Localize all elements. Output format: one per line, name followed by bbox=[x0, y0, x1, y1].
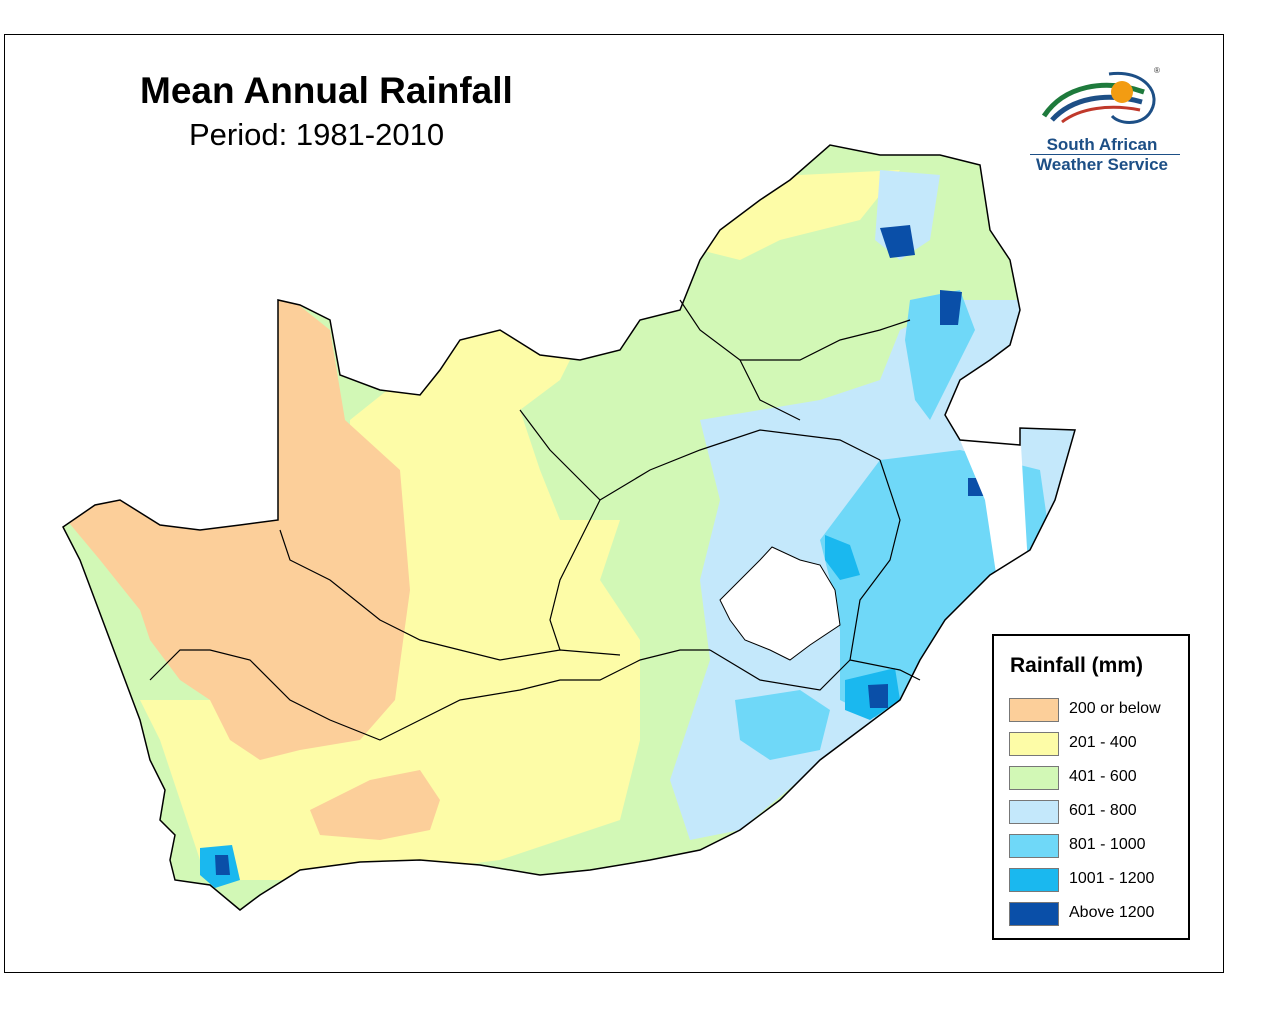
legend-label: 201 - 400 bbox=[1069, 734, 1137, 751]
legend-swatch bbox=[1009, 698, 1059, 722]
legend-title: Rainfall (mm) bbox=[1010, 654, 1144, 677]
saws-logo-icon bbox=[1041, 71, 1156, 124]
zone-above-1200-limpopo bbox=[880, 225, 915, 258]
zone-above-1200-coast bbox=[868, 684, 888, 708]
legend-label: 1001 - 1200 bbox=[1069, 870, 1155, 887]
zone-above-1200-mpumalanga bbox=[940, 290, 962, 325]
legend-label: Above 1200 bbox=[1069, 904, 1155, 921]
legend-item: Above 1200 bbox=[1009, 900, 1184, 926]
legend-label: 801 - 1000 bbox=[1069, 836, 1146, 853]
legend-swatch bbox=[1009, 902, 1059, 926]
legend-label: 401 - 600 bbox=[1069, 768, 1137, 785]
zone-1001-1200-drakensberg bbox=[825, 535, 860, 580]
saws-logo: ® South African Weather Service bbox=[1024, 64, 1184, 176]
province-borders bbox=[149, 299, 921, 741]
mozambique-gap bbox=[960, 428, 1030, 600]
map-subtitle: Period: 1981-2010 bbox=[189, 117, 445, 152]
map-title: Mean Annual Rainfall bbox=[140, 70, 513, 111]
registered-mark: ® bbox=[1154, 66, 1160, 75]
legend-label: 200 or below bbox=[1069, 700, 1161, 717]
legend-item: 601 - 800 bbox=[1009, 798, 1184, 824]
zone-200-or-below-west bbox=[63, 290, 410, 760]
zone-801-1000-transkei bbox=[735, 690, 830, 760]
logo-divider bbox=[1030, 154, 1180, 155]
legend-swatch bbox=[1009, 732, 1059, 756]
zone-200-or-below-karoo bbox=[310, 770, 440, 840]
legend-item: 1001 - 1200 bbox=[1009, 866, 1184, 892]
legend-swatch bbox=[1009, 834, 1059, 858]
legend-item: 401 - 600 bbox=[1009, 764, 1184, 790]
legend-swatch bbox=[1009, 868, 1059, 892]
legend-swatch bbox=[1009, 800, 1059, 824]
legend-label: 601 - 800 bbox=[1069, 802, 1137, 819]
logo-line-2: Weather Service bbox=[1036, 155, 1168, 174]
logo-line-1: South African bbox=[1046, 135, 1158, 154]
lesotho-area bbox=[719, 546, 841, 661]
legend-item: 200 or below bbox=[1009, 696, 1184, 722]
legend-item: 801 - 1000 bbox=[1009, 832, 1184, 858]
legend-item: 201 - 400 bbox=[1009, 730, 1184, 756]
legend-swatch bbox=[1009, 766, 1059, 790]
map-legend: Rainfall (mm) 200 or below 201 - 400 401… bbox=[992, 634, 1190, 940]
zone-above-1200-cape bbox=[215, 855, 230, 875]
